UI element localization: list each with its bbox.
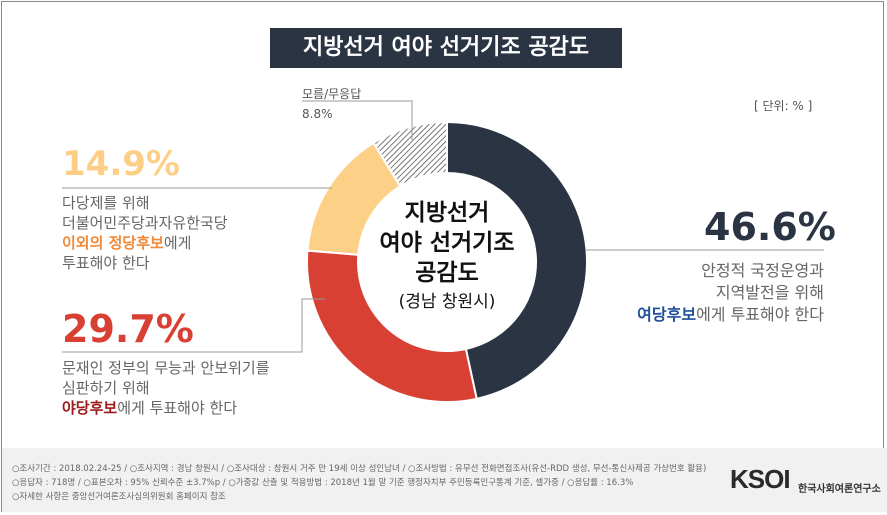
label-d-pct: 8.8% <box>302 107 333 121</box>
desc-a-highlight: 여당후보 <box>637 305 697 324</box>
pct-label-b: 29.7% <box>62 307 194 351</box>
leader-line-d-h <box>302 100 413 110</box>
desc-b-rest: 에게 투표해야 한다 <box>117 399 238 417</box>
footer-line-3: ○자세한 사항은 중앙선거여론조사심의위원회 홈페이지 참조 <box>12 492 226 502</box>
center-line-3: 공감도 <box>415 260 479 286</box>
desc-a-line1: 안정적 국정운영과 <box>701 261 824 280</box>
desc-c: 다당제를 위해 더불어민주당과자유한국당 이외의 정당후보에게 투표해야 한다 <box>62 193 228 273</box>
desc-c-line3: 이외의 정당후보에게 <box>62 233 228 253</box>
center-line-1: 지방선거 <box>404 200 490 226</box>
desc-c-line1: 다당제를 위해 <box>62 194 150 212</box>
desc-b-line2: 심판하기 위해 <box>62 379 150 397</box>
pct-label-a: 46.6% <box>704 205 836 249</box>
donut-center-label: 지방선거 여야 선거기조 공감도 (경남 창원시) <box>362 198 532 316</box>
unit-label: [ 단위: % ] <box>754 99 813 113</box>
desc-c-highlight: 이외의 정당후보 <box>62 234 164 252</box>
footer-survey-info: ○조사기간 : 2018.02.24-25 / ○조사지역 : 경남 창원시 /… <box>2 448 887 512</box>
desc-a: 안정적 국정운영과 지역발전을 위해 여당후보에게 투표해야 한다 <box>622 260 824 326</box>
desc-c-line4: 투표해야 한다 <box>62 254 150 272</box>
slice-d <box>372 120 448 188</box>
center-line-4: (경남 창원시) <box>398 292 496 312</box>
slice-b <box>306 249 478 403</box>
desc-b-line1: 문재인 정부의 무능과 안보위기를 <box>62 359 270 377</box>
desc-a-rest: 에게 투표해야 한다 <box>696 305 824 324</box>
ksoi-logo-subtitle: 한국사회여론연구소 <box>798 484 881 495</box>
desc-b-highlight: 야당후보 <box>62 399 118 417</box>
donut-chart <box>62 100 824 403</box>
pct-label-c: 14.9% <box>62 144 180 184</box>
footer-line-1: ○조사기간 : 2018.02.24-25 / ○조사지역 : 경남 창원시 /… <box>12 464 707 474</box>
leader-line-b <box>62 298 325 353</box>
slice-a <box>446 120 588 401</box>
desc-b-line3: 야당후보에게 투표해야 한다 <box>62 398 270 418</box>
ksoi-logo: KSOI <box>730 464 791 494</box>
desc-b: 문재인 정부의 무능과 안보위기를 심판하기 위해 야당후보에게 투표해야 한다 <box>62 358 270 418</box>
footer-line-2: ○응답자 : 718명 / ○표본오차 : 95% 신뢰수준 ±3.7%p / … <box>12 478 634 488</box>
desc-a-line2: 지역발전을 위해 <box>715 283 824 302</box>
chart-title: 지방선거 여야 선거기조 공감도 <box>270 28 622 68</box>
center-line-2: 여야 선거기조 <box>379 230 515 256</box>
label-d-name: 모름/무응답 <box>302 87 362 101</box>
desc-c-rest: 에게 <box>163 234 192 252</box>
desc-c-line2: 더불어민주당과자유한국당 <box>62 214 228 232</box>
desc-a-line3: 여당후보에게 투표해야 한다 <box>622 304 824 326</box>
